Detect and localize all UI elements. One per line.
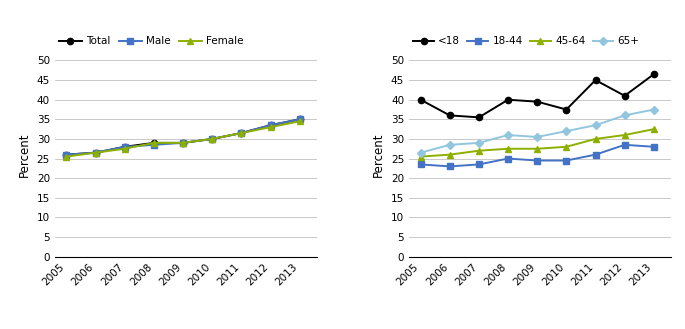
Line: 65+: 65+	[417, 106, 657, 156]
Total	[266, 123, 275, 127]
65+	[562, 129, 571, 133]
18-44	[533, 159, 541, 163]
Female	[121, 147, 129, 151]
Female	[295, 119, 303, 123]
<18	[416, 98, 425, 102]
Line: Total: Total	[63, 116, 303, 158]
Female	[92, 151, 100, 155]
Line: 45-64: 45-64	[417, 126, 657, 160]
45-64	[475, 149, 483, 153]
Line: Female: Female	[63, 118, 303, 160]
Male	[208, 137, 216, 141]
Male	[62, 153, 71, 157]
65+	[591, 123, 599, 127]
Total	[62, 153, 71, 157]
45-64	[446, 153, 454, 157]
Y-axis label: Percent: Percent	[18, 132, 31, 177]
Line: 18-44: 18-44	[417, 142, 657, 169]
<18	[504, 98, 512, 102]
18-44	[446, 164, 454, 168]
Female	[150, 141, 158, 145]
Female	[266, 125, 275, 129]
18-44	[621, 143, 629, 147]
Total	[121, 145, 129, 149]
Total	[295, 117, 303, 121]
Line: Male: Male	[63, 116, 303, 158]
65+	[504, 133, 512, 137]
Total	[92, 151, 100, 155]
Total	[237, 131, 245, 135]
Male	[295, 117, 303, 121]
<18	[621, 94, 629, 98]
45-64	[416, 155, 425, 159]
Total	[179, 141, 187, 145]
65+	[533, 135, 541, 139]
<18	[533, 100, 541, 104]
Female	[179, 141, 187, 145]
<18	[562, 108, 571, 112]
Y-axis label: Percent: Percent	[372, 132, 385, 177]
18-44	[475, 163, 483, 166]
45-64	[562, 145, 571, 149]
45-64	[649, 127, 658, 131]
65+	[416, 151, 425, 155]
Male	[121, 145, 129, 149]
65+	[621, 114, 629, 117]
65+	[649, 108, 658, 112]
Total	[150, 141, 158, 145]
Male	[179, 141, 187, 145]
Legend: <18, 18-44, 45-64, 65+: <18, 18-44, 45-64, 65+	[409, 32, 643, 51]
Total	[208, 137, 216, 141]
18-44	[416, 163, 425, 166]
18-44	[504, 157, 512, 161]
45-64	[621, 133, 629, 137]
Male	[266, 123, 275, 127]
Male	[237, 131, 245, 135]
65+	[446, 143, 454, 147]
18-44	[649, 145, 658, 149]
Line: <18: <18	[417, 71, 657, 120]
<18	[446, 114, 454, 117]
Male	[150, 143, 158, 147]
45-64	[533, 147, 541, 151]
18-44	[591, 153, 599, 157]
<18	[649, 72, 658, 76]
45-64	[504, 147, 512, 151]
Female	[237, 131, 245, 135]
18-44	[562, 159, 571, 163]
Male	[92, 151, 100, 155]
65+	[475, 141, 483, 145]
Female	[208, 137, 216, 141]
Legend: Total, Male, Female: Total, Male, Female	[55, 32, 247, 51]
<18	[475, 115, 483, 119]
<18	[591, 78, 599, 82]
45-64	[591, 137, 599, 141]
Female	[62, 155, 71, 159]
